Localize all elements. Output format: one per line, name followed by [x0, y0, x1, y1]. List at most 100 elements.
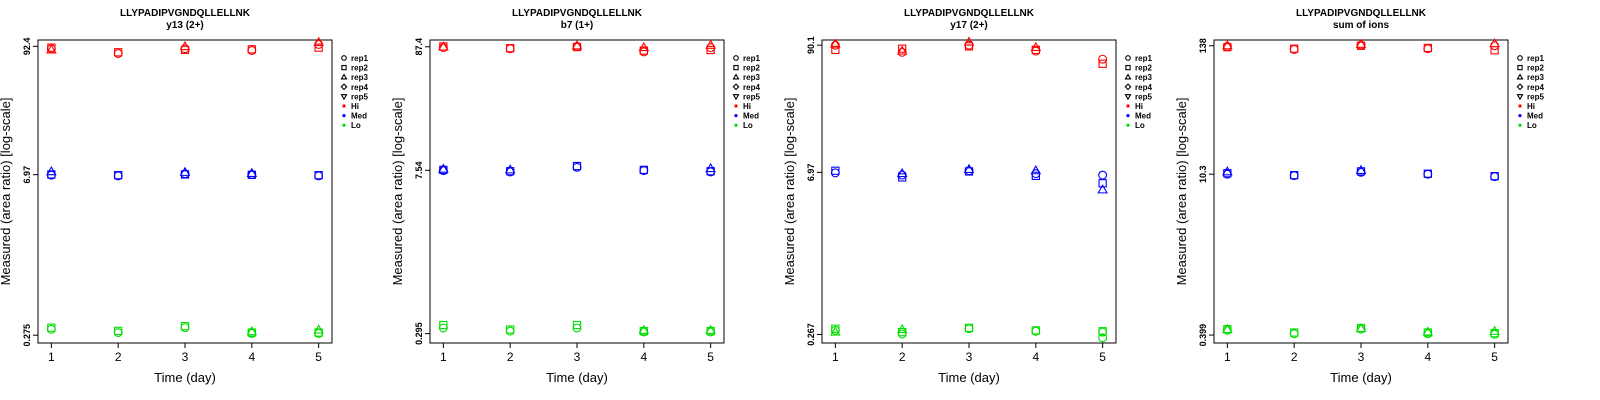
- data-point-hi: [638, 41, 650, 52]
- x-tick-label: 1: [48, 350, 55, 364]
- data-point-lo: [438, 323, 448, 333]
- x-tick-label: 4: [640, 350, 647, 364]
- data-point-hi: [314, 43, 323, 52]
- data-point-med: [1097, 184, 1108, 194]
- legend-label: Med: [1527, 112, 1543, 121]
- y-tick-label: 138: [1198, 38, 1208, 53]
- legend-marker-rep2: [1125, 64, 1131, 71]
- data-point-lo: [180, 323, 190, 333]
- chart-title: LLYPADIPVGNDQLLELLNK: [512, 8, 643, 19]
- legend-label: Hi: [1135, 102, 1143, 111]
- legend-label: rep4: [743, 83, 760, 92]
- data-point-hi: [1222, 40, 1233, 50]
- legend-label: Lo: [351, 121, 361, 130]
- legend-marker-rep4: [1124, 83, 1132, 91]
- data-point-hi: [46, 44, 57, 54]
- data-point-med: [46, 166, 57, 176]
- legend-label: Hi: [743, 102, 751, 111]
- data-point-med: [963, 163, 975, 173]
- y-tick-label: 92.4: [22, 38, 32, 56]
- data-point-med: [504, 164, 516, 174]
- legend-marker-lo: [1126, 123, 1130, 127]
- x-tick-label: 4: [1424, 350, 1431, 364]
- data-point-med: [830, 168, 840, 178]
- data-point-lo: [1222, 323, 1233, 334]
- data-point-hi: [571, 40, 583, 50]
- data-point-lo: [1098, 333, 1108, 343]
- legend-marker-rep5: [1124, 94, 1132, 101]
- x-tick-label: 4: [1032, 350, 1039, 364]
- data-point-med: [246, 167, 258, 177]
- legend-label: rep5: [1135, 92, 1152, 101]
- data-point-hi: [506, 44, 515, 53]
- data-point-lo: [1355, 322, 1367, 333]
- legend-marker-med: [1518, 114, 1522, 118]
- x-tick-label: 2: [899, 350, 906, 364]
- data-point-med: [897, 170, 907, 180]
- legend-marker-rep5: [340, 94, 348, 101]
- data-point-lo: [830, 326, 841, 336]
- data-point-med: [1355, 164, 1367, 175]
- data-point-lo: [506, 325, 515, 334]
- data-point-lo: [46, 324, 56, 334]
- x-axis-label: Time (day): [1330, 370, 1392, 385]
- legend-marker-rep5: [732, 94, 740, 101]
- data-point-lo: [705, 324, 716, 334]
- data-point-med: [438, 163, 449, 173]
- data-point-lo: [964, 323, 974, 333]
- data-point-med: [1031, 171, 1040, 180]
- x-tick-label: 3: [182, 350, 189, 364]
- data-point-hi: [1490, 46, 1499, 55]
- data-point-lo: [313, 324, 324, 334]
- legend-marker-lo: [1518, 123, 1522, 127]
- x-tick-label: 3: [966, 350, 973, 364]
- legend-label: rep4: [1135, 83, 1152, 92]
- data-point-lo: [638, 324, 650, 334]
- data-point-lo: [439, 320, 448, 330]
- legend-marker-hi: [342, 104, 346, 108]
- y-tick-label: 6.97: [22, 166, 32, 184]
- y-axis-label: Measured (area ratio) [log-scale]: [782, 98, 797, 286]
- plot-frame: [821, 39, 1117, 344]
- data-point-lo: [1422, 326, 1434, 336]
- y-tick-label: 7.54: [414, 162, 424, 180]
- legend-marker-hi: [1518, 104, 1522, 108]
- legend-label: Med: [1135, 112, 1151, 121]
- legend-marker-rep4: [340, 83, 348, 91]
- x-tick-label: 1: [832, 350, 839, 364]
- data-point-hi: [964, 42, 974, 51]
- data-point-med: [639, 165, 648, 175]
- data-point-lo: [180, 322, 190, 331]
- legend-label: Med: [351, 112, 367, 121]
- data-point-hi: [898, 44, 907, 53]
- data-point-hi: [114, 48, 123, 57]
- data-point-lo: [1031, 326, 1040, 335]
- y-tick-label: 87.4: [414, 38, 424, 56]
- y-axis-label: Measured (area ratio) [log-scale]: [390, 98, 405, 286]
- data-point-med: [898, 173, 907, 182]
- data-point-med: [1098, 179, 1107, 188]
- data-point-hi: [963, 36, 975, 46]
- data-point-hi: [1423, 43, 1432, 53]
- data-point-hi: [438, 41, 449, 51]
- plot-frame: [37, 39, 333, 344]
- x-tick-label: 1: [440, 350, 447, 364]
- legend-marker-rep1: [1517, 55, 1523, 61]
- y-tick-label: 10.3: [1198, 165, 1208, 183]
- data-point-hi: [179, 40, 191, 51]
- data-point-hi: [1098, 59, 1107, 68]
- x-tick-label: 2: [115, 350, 122, 364]
- legend-label: rep3: [351, 73, 368, 82]
- legend-marker-rep2: [341, 64, 347, 71]
- legend-label: Med: [743, 112, 759, 121]
- x-tick-label: 5: [315, 350, 322, 364]
- data-point-hi: [47, 43, 56, 52]
- data-point-lo: [572, 323, 582, 333]
- data-point-lo: [897, 329, 907, 339]
- legend-label: rep2: [1527, 64, 1544, 73]
- x-tick-label: 5: [707, 350, 714, 364]
- y-tick-label: 0.295: [414, 322, 424, 345]
- data-point-hi: [705, 39, 716, 49]
